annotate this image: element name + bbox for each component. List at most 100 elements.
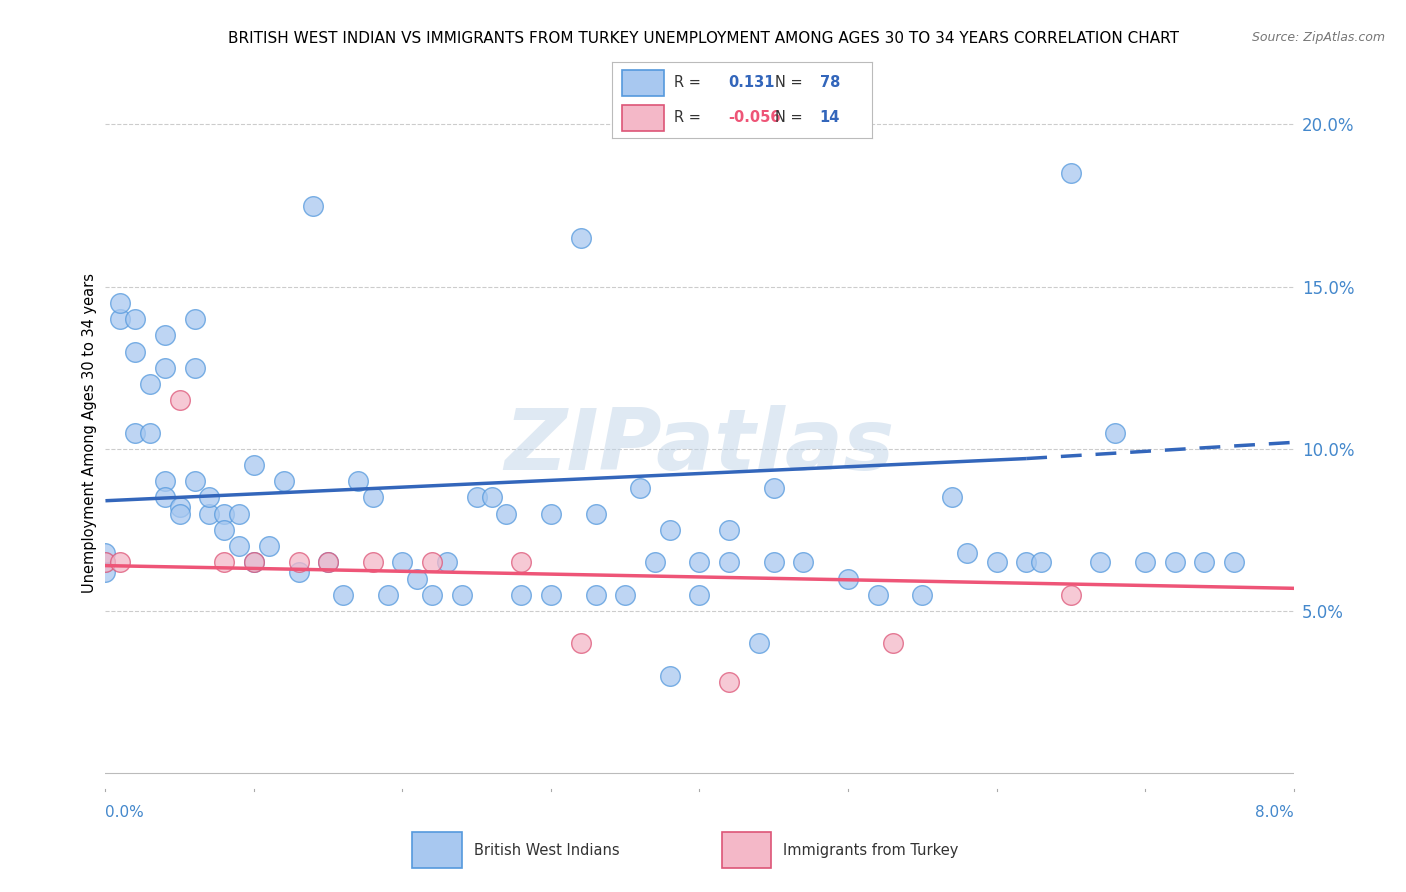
Point <box>465 491 488 505</box>
Point <box>420 555 443 569</box>
Point <box>837 572 859 586</box>
Point <box>941 491 963 505</box>
Point <box>377 588 399 602</box>
Point <box>257 539 280 553</box>
Point <box>214 507 236 521</box>
Point <box>391 555 413 569</box>
Point <box>273 475 295 489</box>
Point <box>406 572 429 586</box>
Point <box>585 588 607 602</box>
Point <box>183 475 205 489</box>
Point <box>153 360 176 375</box>
Text: 8.0%: 8.0% <box>1254 805 1294 820</box>
Point <box>94 546 117 560</box>
Point <box>332 588 354 602</box>
Point <box>569 231 592 245</box>
Point <box>1029 555 1052 569</box>
Point <box>198 491 221 505</box>
Point <box>214 523 236 537</box>
Text: 0.0%: 0.0% <box>105 805 145 820</box>
Point <box>956 546 979 560</box>
Text: R =: R = <box>673 76 702 90</box>
Point <box>658 669 681 683</box>
Point <box>94 555 117 569</box>
Point <box>198 507 221 521</box>
Point <box>748 636 770 650</box>
Point <box>153 475 176 489</box>
Text: ZIPatlas: ZIPatlas <box>505 405 894 489</box>
Point <box>361 555 384 569</box>
Point <box>1060 588 1083 602</box>
Point <box>1194 555 1216 569</box>
Point <box>1090 555 1112 569</box>
Point <box>510 555 533 569</box>
Point <box>718 675 741 690</box>
Point <box>124 344 146 359</box>
Point <box>689 555 711 569</box>
Point <box>287 555 309 569</box>
Point <box>420 588 443 602</box>
Point <box>124 312 146 326</box>
Point <box>1164 555 1187 569</box>
Point <box>153 328 176 343</box>
Point <box>1223 555 1246 569</box>
Point <box>214 555 236 569</box>
Point <box>628 481 651 495</box>
Point <box>495 507 517 521</box>
Text: N =: N = <box>776 76 803 90</box>
Y-axis label: Unemployment Among Ages 30 to 34 years: Unemployment Among Ages 30 to 34 years <box>82 273 97 592</box>
Point <box>110 296 132 310</box>
Point <box>316 555 339 569</box>
Point <box>361 491 384 505</box>
Text: 0.131: 0.131 <box>728 76 775 90</box>
Point <box>183 360 205 375</box>
Point <box>110 312 132 326</box>
Point <box>316 555 339 569</box>
Point <box>1015 555 1038 569</box>
Bar <box>621 70 664 95</box>
Text: -0.056: -0.056 <box>728 111 782 125</box>
Point <box>481 491 503 505</box>
Point <box>243 458 266 472</box>
Point <box>287 565 309 579</box>
Point <box>689 588 711 602</box>
Point <box>347 475 370 489</box>
Text: BRITISH WEST INDIAN VS IMMIGRANTS FROM TURKEY UNEMPLOYMENT AMONG AGES 30 TO 34 Y: BRITISH WEST INDIAN VS IMMIGRANTS FROM T… <box>228 31 1178 46</box>
Point <box>866 588 889 602</box>
Point <box>139 376 162 391</box>
Point <box>569 636 592 650</box>
Point <box>614 588 637 602</box>
Point <box>718 555 741 569</box>
Point <box>1060 166 1083 180</box>
Point <box>1104 425 1126 440</box>
Point <box>183 312 205 326</box>
Text: British West Indians: British West Indians <box>474 843 620 857</box>
Bar <box>721 832 770 868</box>
Point <box>94 565 117 579</box>
Text: N =: N = <box>776 111 803 125</box>
Point <box>882 636 904 650</box>
Text: R =: R = <box>673 111 702 125</box>
Bar <box>412 832 461 868</box>
Point <box>169 393 191 408</box>
Point <box>585 507 607 521</box>
Point <box>243 555 266 569</box>
Point <box>540 588 562 602</box>
Point <box>302 198 325 212</box>
Point <box>792 555 814 569</box>
Point <box>762 481 785 495</box>
Point <box>153 491 176 505</box>
Point <box>124 425 146 440</box>
Point <box>169 507 191 521</box>
Point <box>762 555 785 569</box>
Point <box>986 555 1008 569</box>
Point <box>718 523 741 537</box>
Bar <box>621 105 664 130</box>
Point <box>450 588 472 602</box>
Text: Immigrants from Turkey: Immigrants from Turkey <box>783 843 959 857</box>
Point <box>510 588 533 602</box>
Point <box>1133 555 1156 569</box>
Point <box>139 425 162 440</box>
Point <box>94 555 117 569</box>
Point <box>228 539 250 553</box>
